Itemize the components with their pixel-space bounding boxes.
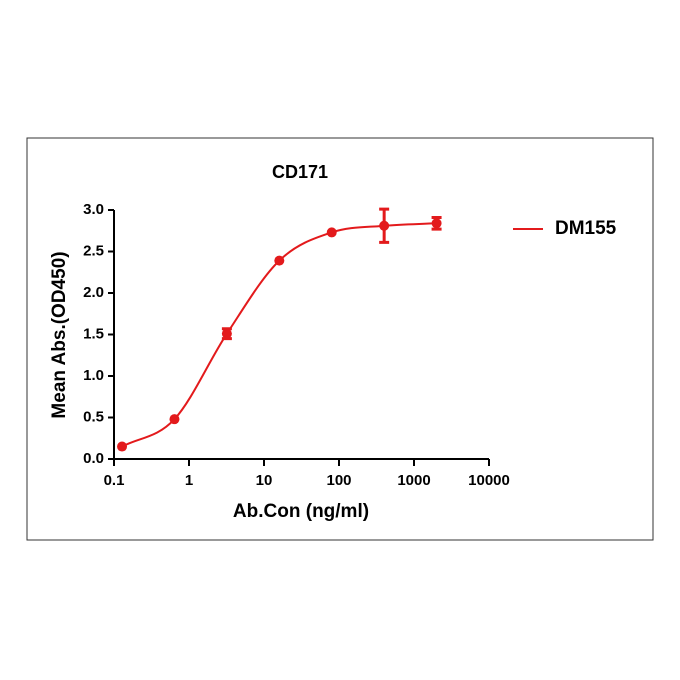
data-point bbox=[117, 441, 128, 452]
y-tick-label: 3.0 bbox=[83, 201, 104, 218]
y-tick-label: 2.0 bbox=[83, 284, 104, 301]
x-tick-label: 1000 bbox=[397, 472, 430, 489]
data-point bbox=[274, 255, 285, 266]
frame bbox=[26, 137, 654, 541]
y-tick-label: 1.0 bbox=[83, 367, 104, 384]
x-tick-label: 1 bbox=[185, 472, 193, 489]
x-tick-label: 100 bbox=[326, 472, 351, 489]
y-tick-label: 2.5 bbox=[83, 242, 104, 259]
y-tick-label: 0.5 bbox=[83, 408, 104, 425]
x-tick-label: 10 bbox=[256, 472, 273, 489]
x-tick-label: 0.1 bbox=[104, 472, 125, 489]
x-tick-label: 10000 bbox=[468, 472, 510, 489]
y-tick-label: 1.5 bbox=[83, 325, 104, 342]
x-axis-label: Ab.Con (ng/ml) bbox=[233, 501, 369, 522]
data-point bbox=[169, 414, 180, 425]
y-tick-label: 0.0 bbox=[83, 450, 104, 467]
y-axis-label: Mean Abs.(OD450) bbox=[49, 251, 70, 418]
legend-label: DM155 bbox=[555, 218, 617, 239]
data-point bbox=[326, 227, 337, 238]
data-point bbox=[379, 220, 390, 231]
data-point bbox=[431, 218, 442, 229]
chart-title: CD171 bbox=[272, 162, 328, 182]
data-point bbox=[221, 328, 232, 339]
